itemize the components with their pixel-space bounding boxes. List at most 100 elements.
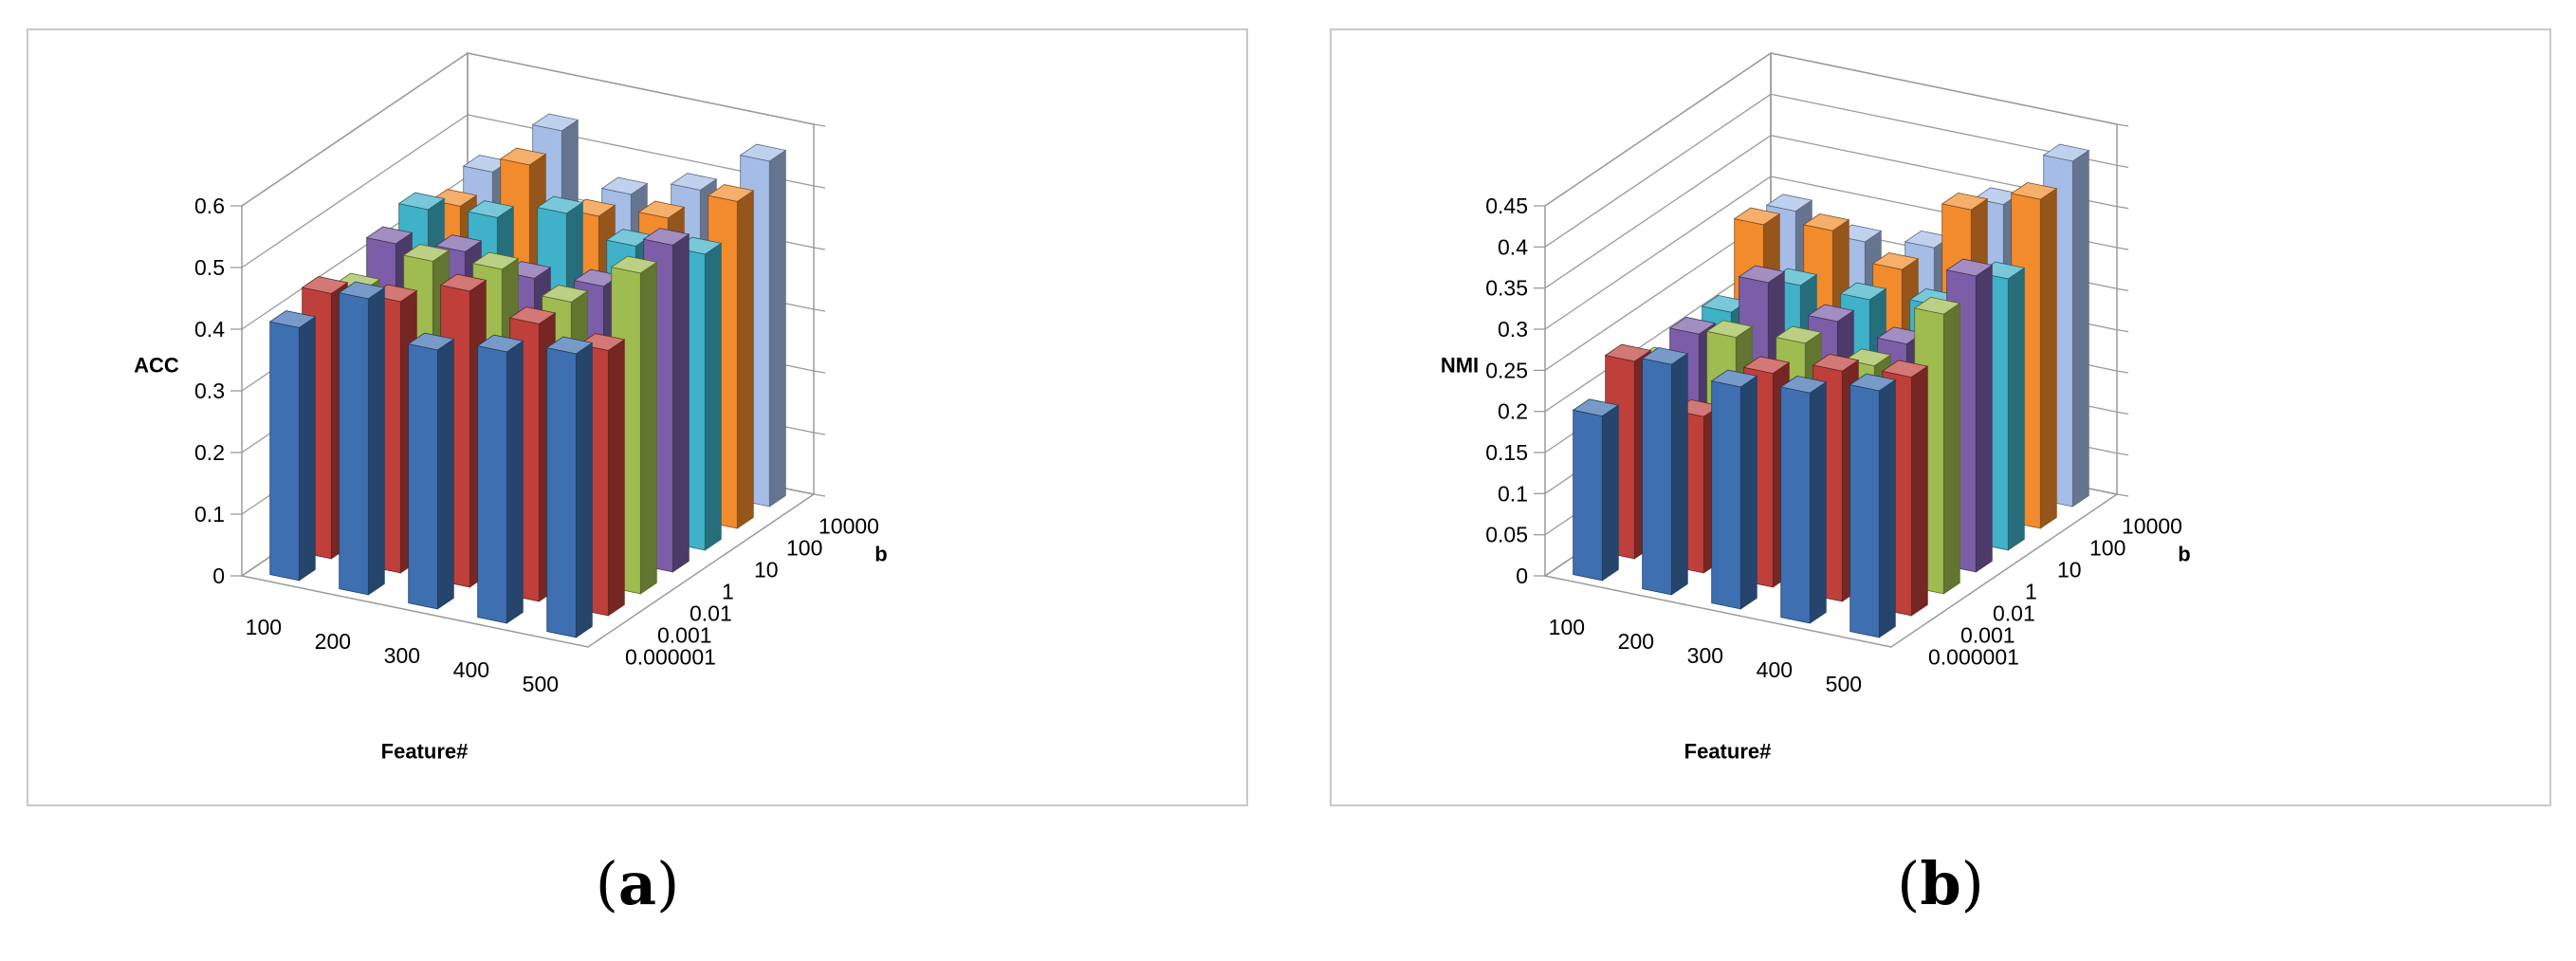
bar-face (439, 273, 488, 292)
y-tick-label: 0.05 (1485, 523, 1528, 547)
y-tick-label: 0.45 (1485, 194, 1528, 218)
bar-500-b-0.000001 (1849, 373, 1897, 638)
y-tick-label: 0.4 (1498, 234, 1528, 259)
bar-face (1742, 356, 1791, 375)
bar-400-b-0.000001 (476, 334, 524, 624)
bar-face (508, 306, 557, 324)
gridline (1544, 93, 2118, 248)
bar-face (1733, 207, 1781, 226)
bar-face (1604, 343, 1652, 362)
x-tick-label: 500 (1826, 672, 1862, 696)
caption-a: (a) (595, 849, 680, 918)
bar-face (575, 342, 593, 638)
wall-tick (2116, 206, 2129, 210)
x-tick-label: 200 (315, 629, 351, 654)
bar-face (1705, 320, 1754, 339)
y-tick-label: 0 (212, 564, 225, 588)
bar-face (408, 343, 438, 610)
bar-face (1780, 386, 1811, 624)
b-tick-label: 0.01 (1993, 601, 2035, 626)
b-tick-label: 0.000001 (1928, 645, 2019, 670)
bar-face (367, 286, 385, 596)
y-tick-label: 0.1 (1498, 481, 1528, 506)
bar-face (467, 200, 515, 218)
bar-face (670, 173, 718, 191)
y-tick-label: 0.35 (1485, 276, 1528, 301)
bar-face (1601, 404, 1619, 582)
x-tick-label: 100 (246, 615, 282, 639)
bar-face (707, 184, 755, 202)
caption-b: (b) (1897, 849, 1984, 918)
y-tick-label: 0.5 (194, 255, 225, 280)
bar-face (1779, 375, 1828, 394)
bar-face (269, 321, 300, 582)
bar-face (546, 347, 577, 638)
x-tick-label: 500 (523, 672, 559, 696)
bar-face (338, 281, 386, 300)
bar-face (1573, 409, 1603, 582)
bar-300-b-0.000001 (1710, 369, 1758, 610)
b-tick-label: 1 (722, 580, 734, 604)
bar-face (407, 332, 455, 351)
bar-face (2007, 267, 2025, 551)
bar-face (704, 242, 722, 551)
bar-200-b-0.000001 (338, 281, 386, 596)
bar-face (639, 261, 657, 595)
bar-face (1975, 264, 1993, 573)
y-axis-label: ACC (134, 354, 179, 378)
b-tick-label: 10 (2057, 558, 2082, 582)
bar-200-b-0.000001 (1641, 346, 1689, 596)
bar-face (672, 233, 690, 573)
bar-face (1765, 194, 1813, 213)
bar-face (2042, 143, 2090, 162)
bar-face (1775, 325, 1823, 344)
bar-face (1739, 375, 1757, 610)
chart-panel-a: 0 0.1 0.2 0.3 0.4 0.5 0.6 ACC 100 200 300 400 500 Fea… (27, 28, 1248, 806)
bar-face (1710, 369, 1758, 388)
bar-face (397, 192, 446, 211)
y-tick-label: 0.6 (194, 194, 225, 218)
bar-face (1670, 352, 1688, 596)
bar-face (1849, 384, 1880, 638)
bar-face (1878, 379, 1896, 638)
wall-tick (2116, 453, 2129, 456)
bar-face (637, 200, 686, 219)
bar-face (1812, 353, 1860, 372)
bar-face (536, 195, 584, 214)
x-tick-label: 300 (384, 643, 420, 668)
bar-face (2039, 187, 2057, 529)
gridline (241, 114, 815, 268)
bar-face (301, 276, 349, 294)
wall-tick (2116, 164, 2129, 168)
b-tick-label: 1 (2025, 580, 2037, 604)
bar-face (642, 228, 690, 246)
bar-face (499, 147, 547, 166)
bar-face (1849, 373, 1897, 392)
wall-tick (2116, 493, 2129, 497)
bar-face (365, 226, 414, 245)
bar-face (1641, 346, 1689, 365)
bar-face (1941, 192, 1989, 211)
b-tick-label: 10000 (2122, 514, 2182, 539)
bar-face (1871, 251, 1920, 270)
bar-face (1668, 316, 1717, 335)
wall-tick (2116, 287, 2129, 291)
bar-face (610, 255, 658, 274)
bar-face (506, 340, 524, 624)
b-tick-label: 100 (2089, 536, 2125, 561)
wall-tick (2116, 329, 2129, 333)
y-tick-label: 0.15 (1485, 440, 1528, 465)
bar-face (1738, 265, 1786, 284)
bar-face (402, 244, 451, 262)
b-tick-label: 10 (754, 558, 779, 582)
wall-tick (2116, 247, 2129, 250)
bar-face (476, 334, 524, 353)
bar-face (1711, 380, 1741, 610)
wall-tick (813, 123, 826, 127)
bar-face (600, 176, 649, 195)
bar-300-b-0.000001 (407, 332, 455, 610)
bar-face (1942, 302, 1960, 595)
gridline (1544, 52, 2118, 207)
x-tick-label: 400 (1757, 657, 1793, 682)
b-axis-label: b (2178, 543, 2190, 566)
